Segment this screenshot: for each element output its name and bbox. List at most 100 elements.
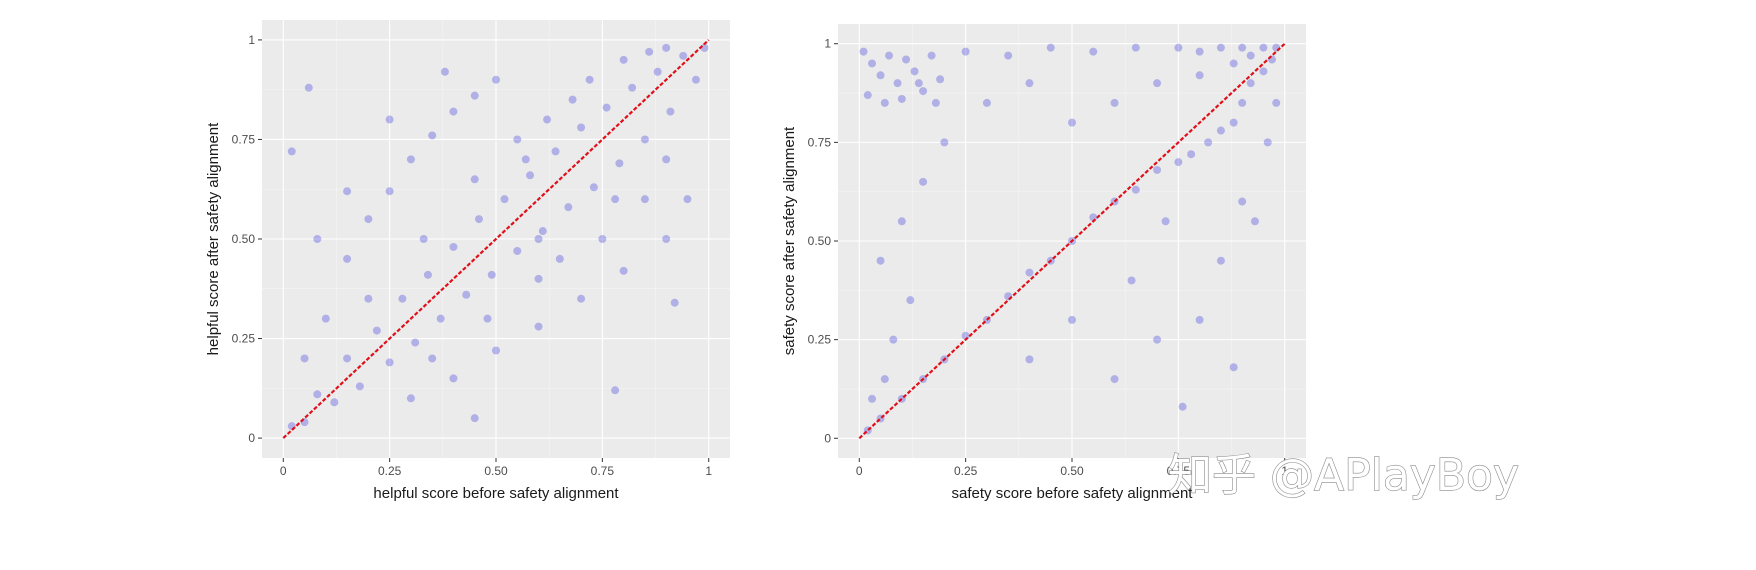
scatter-point <box>889 335 898 344</box>
scatter-point <box>428 131 437 140</box>
identity-reference-line <box>858 42 1286 440</box>
scatter-point <box>653 67 662 76</box>
scatter-point <box>611 195 620 204</box>
scatter-point <box>598 235 607 243</box>
scatter-point <box>1246 51 1255 60</box>
scatter-point <box>910 67 919 76</box>
scatter-point <box>1131 43 1140 52</box>
scatter-point <box>551 147 560 156</box>
scatter-point <box>936 75 945 84</box>
y-tick-label: 0.25 <box>232 332 256 346</box>
scatter-point <box>1089 47 1098 56</box>
scatter-point <box>1153 165 1162 174</box>
scatter-point <box>428 354 437 363</box>
scatter-point <box>927 51 936 60</box>
scatter-point <box>419 235 428 243</box>
x-tick-label: 0.25 <box>378 464 402 478</box>
scatter-point <box>1025 268 1034 277</box>
scatter-point <box>492 346 500 355</box>
scatter-point <box>398 294 407 303</box>
x-tick-label: 0.50 <box>484 464 508 478</box>
scatter-point <box>577 123 586 132</box>
scatter-point <box>1025 79 1034 88</box>
scatter-point <box>1068 315 1076 324</box>
scatter-point <box>1127 276 1136 285</box>
scatter-point <box>1195 315 1204 324</box>
scatter-point <box>1216 126 1225 135</box>
scatter-point <box>534 274 543 283</box>
scatter-point <box>1259 43 1268 52</box>
scatter-point <box>863 91 872 100</box>
identity-reference-line <box>282 39 710 439</box>
scatter-point <box>683 195 692 204</box>
scatter-point <box>1195 71 1204 80</box>
scatter-point <box>640 135 649 144</box>
scatter-point <box>1068 118 1076 127</box>
scatter-point <box>1174 158 1183 167</box>
scatter-point <box>492 75 500 84</box>
scatter-point <box>1174 43 1183 52</box>
scatter-point <box>619 55 628 64</box>
scatter-point <box>343 254 352 263</box>
scatter-point <box>577 294 586 303</box>
scatter-point <box>538 227 547 236</box>
scatter-point <box>662 235 671 243</box>
scatter-point <box>406 394 415 403</box>
x-tick-label: 0.75 <box>1167 464 1191 478</box>
scatter-point <box>902 55 911 64</box>
scatter-point <box>436 314 445 323</box>
scatter-point <box>474 215 483 224</box>
y-tick-label: 0.25 <box>808 333 832 347</box>
scatter-point <box>589 183 598 192</box>
scatter-point <box>662 43 671 52</box>
right-y-axis-title: safety score after safety alignment <box>781 126 798 355</box>
scatter-point <box>462 290 471 299</box>
scatter-point <box>564 203 573 212</box>
scatter-point <box>880 98 889 107</box>
scatter-point <box>513 135 522 144</box>
scatter-point <box>470 414 479 423</box>
scatter-point <box>568 95 577 104</box>
scatter-point <box>670 298 679 307</box>
scatter-point <box>321 314 330 323</box>
scatter-point <box>1250 217 1259 226</box>
scatter-point <box>543 115 552 124</box>
scatter-point <box>423 270 432 279</box>
scatter-point <box>470 175 479 184</box>
scatter-point <box>521 155 530 164</box>
scatter-point <box>940 138 949 147</box>
scatter-point <box>1238 197 1247 206</box>
scatter-point <box>679 51 688 60</box>
scatter-point <box>885 51 894 60</box>
scatter-point <box>1263 138 1272 147</box>
scatter-point <box>919 177 928 186</box>
scatter-point <box>364 294 373 303</box>
watermark-text: 知乎 @APlayBoy <box>1168 450 1519 501</box>
x-tick-label: 0 <box>280 464 287 478</box>
scatter-point <box>859 47 868 56</box>
scatter-point <box>449 107 458 116</box>
scatter-point <box>1110 98 1119 107</box>
scatter-point <box>1229 59 1238 68</box>
scatter-point <box>897 94 906 103</box>
scatter-point <box>470 91 479 100</box>
scatter-point <box>1238 43 1247 52</box>
scatter-point <box>1153 79 1162 88</box>
x-tick-label: 1 <box>705 464 712 478</box>
scatter-point <box>304 83 313 92</box>
scatter-point <box>1216 256 1225 265</box>
scatter-point <box>406 155 415 164</box>
scatter-point <box>487 270 496 279</box>
scatter-point <box>876 256 885 265</box>
right-scatter-panel: safety score before safety alignment saf… <box>781 24 1306 502</box>
scatter-point <box>1195 47 1204 56</box>
scatter-point <box>1161 217 1170 226</box>
scatter-point <box>500 195 509 204</box>
scatter-point <box>602 103 611 112</box>
right-x-axis-title: safety score before safety alignment <box>952 485 1194 502</box>
scatter-point <box>449 242 458 251</box>
scatter-point <box>876 71 885 80</box>
scatter-point <box>628 83 637 92</box>
scatter-point <box>585 75 594 84</box>
scatter-point <box>313 390 322 399</box>
